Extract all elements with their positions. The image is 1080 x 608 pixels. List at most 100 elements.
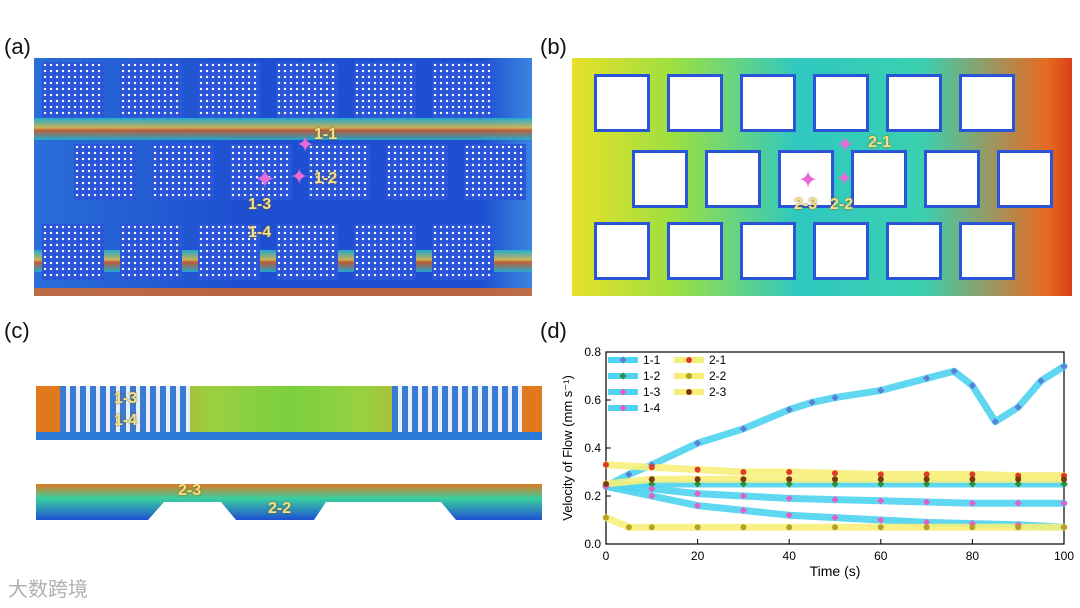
point-1-3: [739, 492, 747, 500]
legend-label-1-4: 1-4: [643, 401, 661, 415]
section-top-floor: [36, 432, 542, 440]
obstacle-block: [851, 150, 907, 208]
obstacle-block: [740, 222, 796, 280]
point-label-1-3: 1-3: [248, 196, 272, 213]
y-tick-label: 0.4: [584, 441, 601, 455]
y-tick-label: 0.6: [584, 393, 601, 407]
y-tick-label: 0.0: [584, 537, 601, 551]
point-2-2: [923, 524, 930, 531]
point-2-1: [832, 470, 838, 477]
series-band-1-1: [602, 362, 1068, 490]
point-1-4: [648, 492, 656, 500]
point-2-1: [694, 466, 701, 473]
point-label-2-1: 2-1: [868, 134, 892, 151]
obstacle-block: [924, 150, 980, 208]
pillar-block: [386, 144, 448, 200]
obstacle-block: [886, 74, 942, 132]
panel-c-section-top: 1-3 1-4: [36, 386, 542, 440]
pillar-block: [198, 62, 260, 118]
point-1-2: [968, 480, 976, 488]
point-2-1: [740, 469, 747, 475]
pillar-block: [198, 224, 260, 280]
point-2-3: [786, 476, 793, 483]
legend-label-1-1: 1-1: [643, 353, 661, 367]
watermark: 大数跨境: [8, 579, 88, 601]
point-2-2: [969, 524, 976, 531]
point-1-1: [950, 367, 958, 375]
point-1-3: [1014, 499, 1022, 507]
point-2-3: [1015, 476, 1022, 483]
legend-marker-1-4: [619, 404, 627, 412]
point-1-4: [968, 520, 976, 528]
point-1-2: [694, 480, 702, 488]
point-2-1: [969, 471, 976, 478]
obstacle-block: [740, 74, 796, 132]
pillar-block: [354, 62, 416, 118]
obstacle-block: [959, 222, 1015, 280]
point-1-2: [923, 480, 931, 488]
flow-channel-upper: [34, 118, 532, 140]
obstacle-block: [667, 74, 723, 132]
pillar-block: [230, 144, 292, 200]
point-2-3: [603, 481, 609, 487]
point-2-1: [877, 471, 884, 478]
point-1-2: [648, 480, 656, 488]
x-tick-label: 20: [691, 549, 705, 563]
pillar-block: [432, 224, 494, 280]
pillar-block: [432, 62, 494, 118]
marker-2-3: ✦: [798, 167, 819, 194]
point-2-2: [1015, 524, 1022, 531]
point-1-2: [831, 480, 839, 488]
marker-1-3: ✦: [254, 164, 276, 194]
marker-1-2: ✦: [290, 164, 309, 189]
y-tick-label: 0.2: [584, 489, 601, 503]
marker-2-1: ✦: [836, 132, 855, 157]
pillar-block: [464, 144, 526, 200]
legend-label-2-3: 2-3: [709, 385, 727, 399]
section-label-2-2: 2-2: [268, 500, 292, 517]
pillar-block: [308, 144, 370, 200]
point-2-3: [832, 476, 838, 483]
pillar-block: [74, 144, 136, 200]
panel-b-label: (b): [540, 34, 567, 59]
obstacle-block: [959, 74, 1015, 132]
point-1-4: [877, 516, 885, 524]
point-2-2: [694, 524, 701, 531]
flow-edge-bottom: [34, 288, 532, 296]
pillar-array-right: [392, 386, 522, 440]
point-2-3: [923, 476, 930, 483]
point-2-1: [923, 471, 930, 478]
pillar-block: [276, 62, 338, 118]
point-label-1-1: 1-1: [314, 126, 338, 143]
point-1-2: [1014, 480, 1022, 488]
pillar-block: [42, 224, 104, 280]
x-tick-label: 0: [603, 549, 610, 563]
pillar-array-left: [60, 386, 190, 440]
marker-1-1: ✦: [296, 132, 315, 157]
point-2-3: [877, 476, 884, 483]
marker-2-2: ✦: [836, 168, 853, 190]
point-label-1-4: 1-4: [248, 224, 272, 241]
point-2-2: [877, 524, 884, 531]
legend-label-1-2: 1-2: [643, 369, 661, 383]
pillar-block: [120, 62, 182, 118]
obstacle-block: [594, 222, 650, 280]
obstacle-block: [813, 222, 869, 280]
point-2-2: [603, 514, 609, 521]
point-label-2-3: 2-3: [794, 196, 818, 213]
point-1-3: [877, 497, 885, 505]
legend-marker-2-3: [686, 389, 692, 395]
point-2-2: [648, 524, 655, 531]
legend-marker-1-1: [619, 356, 627, 364]
point-2-2: [625, 524, 632, 531]
legend-marker-2-1: [686, 357, 692, 363]
point-2-3: [648, 476, 655, 483]
point-1-1: [1037, 377, 1045, 385]
panel-c-section-bottom: 2-3 2-2: [36, 484, 542, 524]
point-2-1: [603, 461, 609, 468]
section-label-1-3: 1-3: [114, 390, 138, 407]
obstacle-block: [886, 222, 942, 280]
x-tick-label: 40: [783, 549, 797, 563]
section-label-2-3: 2-3: [178, 484, 202, 499]
series-band-2-2: [602, 514, 1068, 531]
